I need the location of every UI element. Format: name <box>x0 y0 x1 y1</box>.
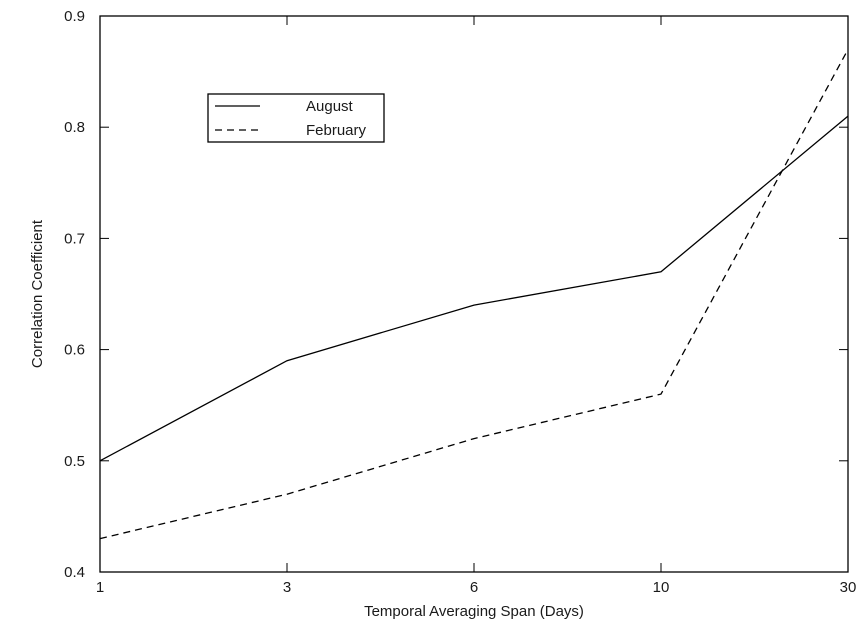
x-tick-label: 1 <box>96 579 104 596</box>
y-tick-label: 0.8 <box>64 119 85 136</box>
y-tick-label: 0.6 <box>64 342 85 359</box>
x-tick-label: 3 <box>283 579 291 596</box>
legend: August February <box>207 93 385 143</box>
x-axis: 1 3 6 10 30 <box>96 16 857 596</box>
series-layer <box>99 49 849 540</box>
x-tick-label: 6 <box>470 579 478 596</box>
y-tick-label: 0.4 <box>64 564 85 581</box>
y-tick-label: 0.5 <box>64 453 85 470</box>
x-axis-title: Temporal Averaging Span (Days) <box>364 603 584 620</box>
legend-label-february: February <box>306 122 367 139</box>
y-axis: 0.4 0.5 0.6 0.7 0.8 0.9 <box>64 8 848 581</box>
y-axis-title: Correlation Coefficient <box>29 219 46 368</box>
y-tick-label: 0.7 <box>64 230 85 247</box>
x-tick-label: 10 <box>653 579 670 596</box>
y-tick-label: 0.9 <box>64 8 85 25</box>
x-tick-label: 30 <box>840 579 857 596</box>
legend-label-august: August <box>306 98 354 115</box>
series-line-august <box>99 115 849 462</box>
legend-box <box>207 93 385 143</box>
